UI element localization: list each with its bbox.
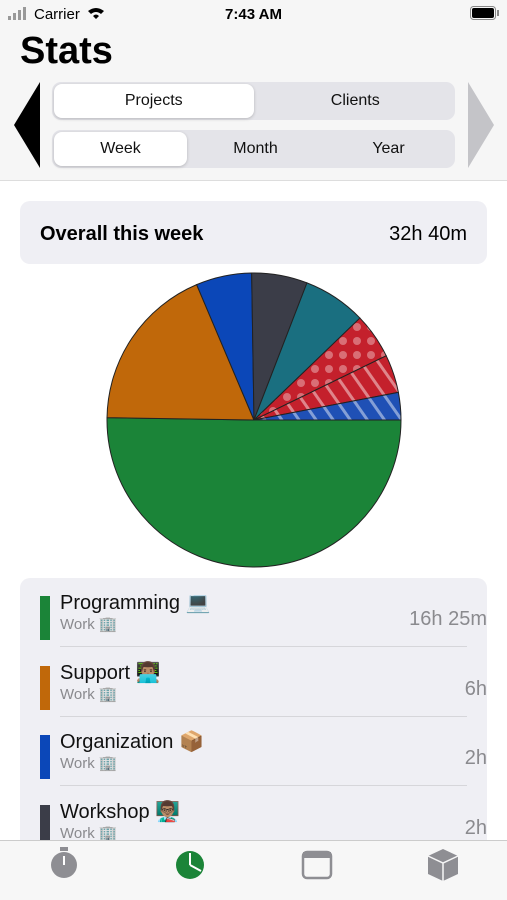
item-duration: 2h (464, 747, 487, 769)
segment[interactable]: Projects (54, 84, 254, 118)
list-row[interactable]: Organization 📦 Work 🏢 2h (40, 717, 487, 786)
item-duration: 16h 25m (409, 608, 487, 630)
item-duration: 6h (464, 677, 487, 700)
segment[interactable]: Clients (330, 92, 380, 109)
item-client: Work 🏢 (60, 755, 118, 772)
separator (60, 646, 467, 647)
list-row[interactable]: Workshop 👨🏽‍🏫 Work 🏢 2h (40, 787, 487, 841)
summary-card: Overall this week 32h 40m (20, 201, 487, 264)
item-name: Organization 📦 (60, 731, 204, 753)
list-card: Programming 💻 Work 🏢 16h 25m Support 👨🏽‍💻 Wo… (20, 578, 487, 840)
tab-stats[interactable] (176, 851, 204, 879)
list-row[interactable]: Programming 💻 Work 🏢 16h 25m (40, 578, 487, 647)
tab-timer[interactable] (51, 847, 77, 878)
page-title: Stats (20, 30, 113, 72)
segment[interactable]: Month (233, 140, 278, 157)
summary-label: Overall this week (40, 223, 204, 245)
item-duration: 2h (464, 816, 487, 839)
item-name: Programming 💻 (60, 592, 211, 614)
item-client: Work 🏢 (60, 824, 118, 841)
pie-slice (106, 417, 402, 568)
item-client: Work 🏢 (60, 616, 118, 633)
next-arrow[interactable] (466, 82, 498, 170)
tab-icons (51, 847, 459, 881)
carrier: Carrier (34, 6, 80, 23)
pie-slice (106, 283, 255, 421)
battery (470, 6, 499, 20)
item-name: Support 👨🏽‍💻 (60, 661, 161, 684)
color-bar (40, 665, 50, 710)
color-bar (40, 735, 50, 779)
prev-arrow[interactable] (10, 82, 42, 170)
tab-calendar[interactable] (301, 850, 333, 880)
segment[interactable]: Week (54, 132, 187, 166)
tab-bar (0, 840, 507, 900)
item-name: Workshop 👨🏽‍🏫 (60, 800, 181, 823)
pie-chart (106, 272, 402, 568)
color-bar (40, 596, 50, 640)
segment[interactable]: Year (372, 140, 405, 157)
group-control: Projects Clients (52, 82, 455, 120)
summary-total: 32h 40m (389, 223, 467, 245)
period-control: Week Month Year (52, 130, 455, 168)
separator (60, 715, 467, 717)
time: 7:43 AM (225, 6, 282, 23)
tab-box[interactable] (427, 849, 459, 881)
separator (60, 785, 467, 786)
color-bar (40, 804, 50, 840)
status-icons (8, 7, 104, 20)
list-row[interactable]: Support 👨🏽‍💻 Work 🏢 6h (40, 648, 487, 717)
item-client: Work 🏢 (60, 685, 118, 703)
pie-slice (253, 391, 402, 421)
